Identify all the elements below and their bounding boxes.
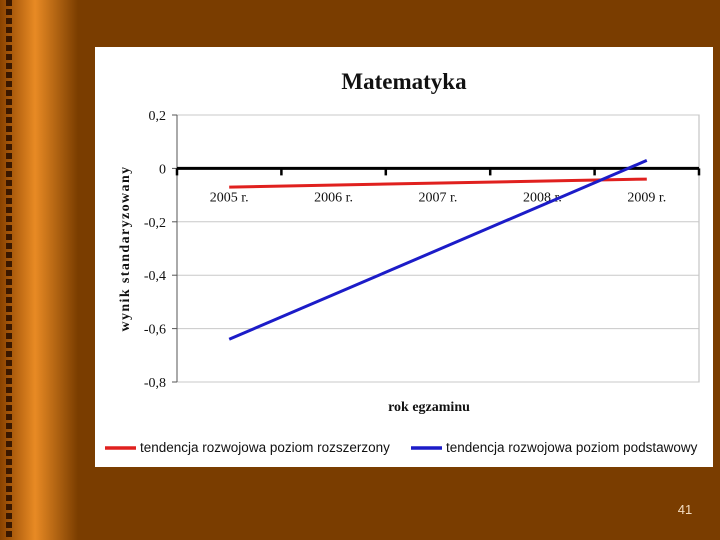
y-tick-label: -0,6 <box>144 323 166 338</box>
y-tick-label: -0,2 <box>144 216 166 231</box>
legend-label-1: tendencja rozwojowa poziom rozszerzony <box>140 440 390 455</box>
series-layer <box>228 159 648 341</box>
y-tick-label: -0,4 <box>144 269 166 284</box>
category-label: 2006 r. <box>314 190 353 205</box>
tick-layer: 0,2 0 -0,2 -0,4 -0,6 -0,8 2005 r. 2006 r. 2007 r… <box>144 109 701 391</box>
y-axis-label: wynik standaryzowany <box>118 165 133 331</box>
series-line-2 <box>228 159 648 341</box>
y-tick-label: 0 <box>159 162 166 177</box>
chart-panel: Matematyka 0,2 0 -0,2 -0,4 -0,6 -0,8 2005 r. 20… <box>95 47 713 467</box>
left-dashed-edge <box>6 0 12 540</box>
y-tick-label: -0,8 <box>144 376 166 391</box>
line-chart: Matematyka 0,2 0 -0,2 -0,4 -0,6 -0,8 2005 r. 20… <box>105 69 701 455</box>
x-axis-label: rok egzaminu <box>388 400 470 415</box>
left-border-strip <box>0 0 78 540</box>
category-label: 2005 r. <box>210 190 249 205</box>
legend-label-2: tendencja rozwojowa poziom podstawowy <box>446 440 698 455</box>
series-line-1 <box>229 177 647 189</box>
legend: tendencja rozwojowa poziom rozszerzony te… <box>105 440 698 455</box>
category-label: 2007 r. <box>419 190 458 205</box>
category-label: 2009 r. <box>627 190 666 205</box>
chart-title: Matematyka <box>341 69 467 94</box>
page-number: 41 <box>677 502 693 517</box>
y-tick-label: 0,2 <box>149 109 167 124</box>
